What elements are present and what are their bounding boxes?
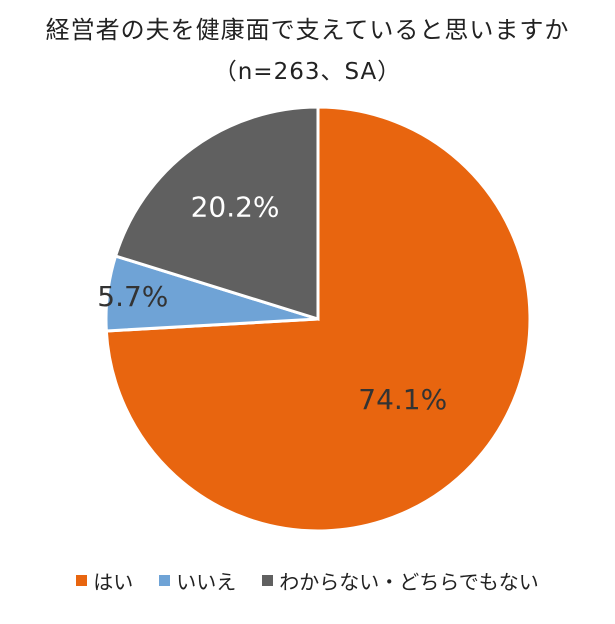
slice-unsure (113, 105, 320, 322)
legend-item-unsure: わからない・どちらでもない (262, 566, 539, 595)
data-label-yes: 74.1% (358, 383, 447, 416)
pie-chart: 74.1% 5.7% 20.2% (97, 105, 532, 533)
legend: はい いいえ わからない・どちらでもない (0, 566, 615, 595)
legend-item-no: いいえ (159, 566, 236, 595)
legend-item-yes: はい (76, 566, 133, 595)
legend-label-yes: はい (93, 570, 134, 594)
legend-label-no: いいえ (176, 570, 237, 594)
chart-title: 経営者の夫を健康面で支えていると思いますか (45, 16, 570, 44)
legend-label-unsure: わからない・どちらでもない (279, 570, 539, 594)
data-label-no: 5.7% (97, 280, 168, 313)
data-label-unsure: 20.2% (191, 190, 280, 223)
legend-swatch-yes (76, 575, 88, 586)
chart-subtitle: （n=263、SA） (213, 59, 402, 85)
legend-swatch-unsure (262, 575, 274, 586)
legend-swatch-no (159, 575, 171, 586)
